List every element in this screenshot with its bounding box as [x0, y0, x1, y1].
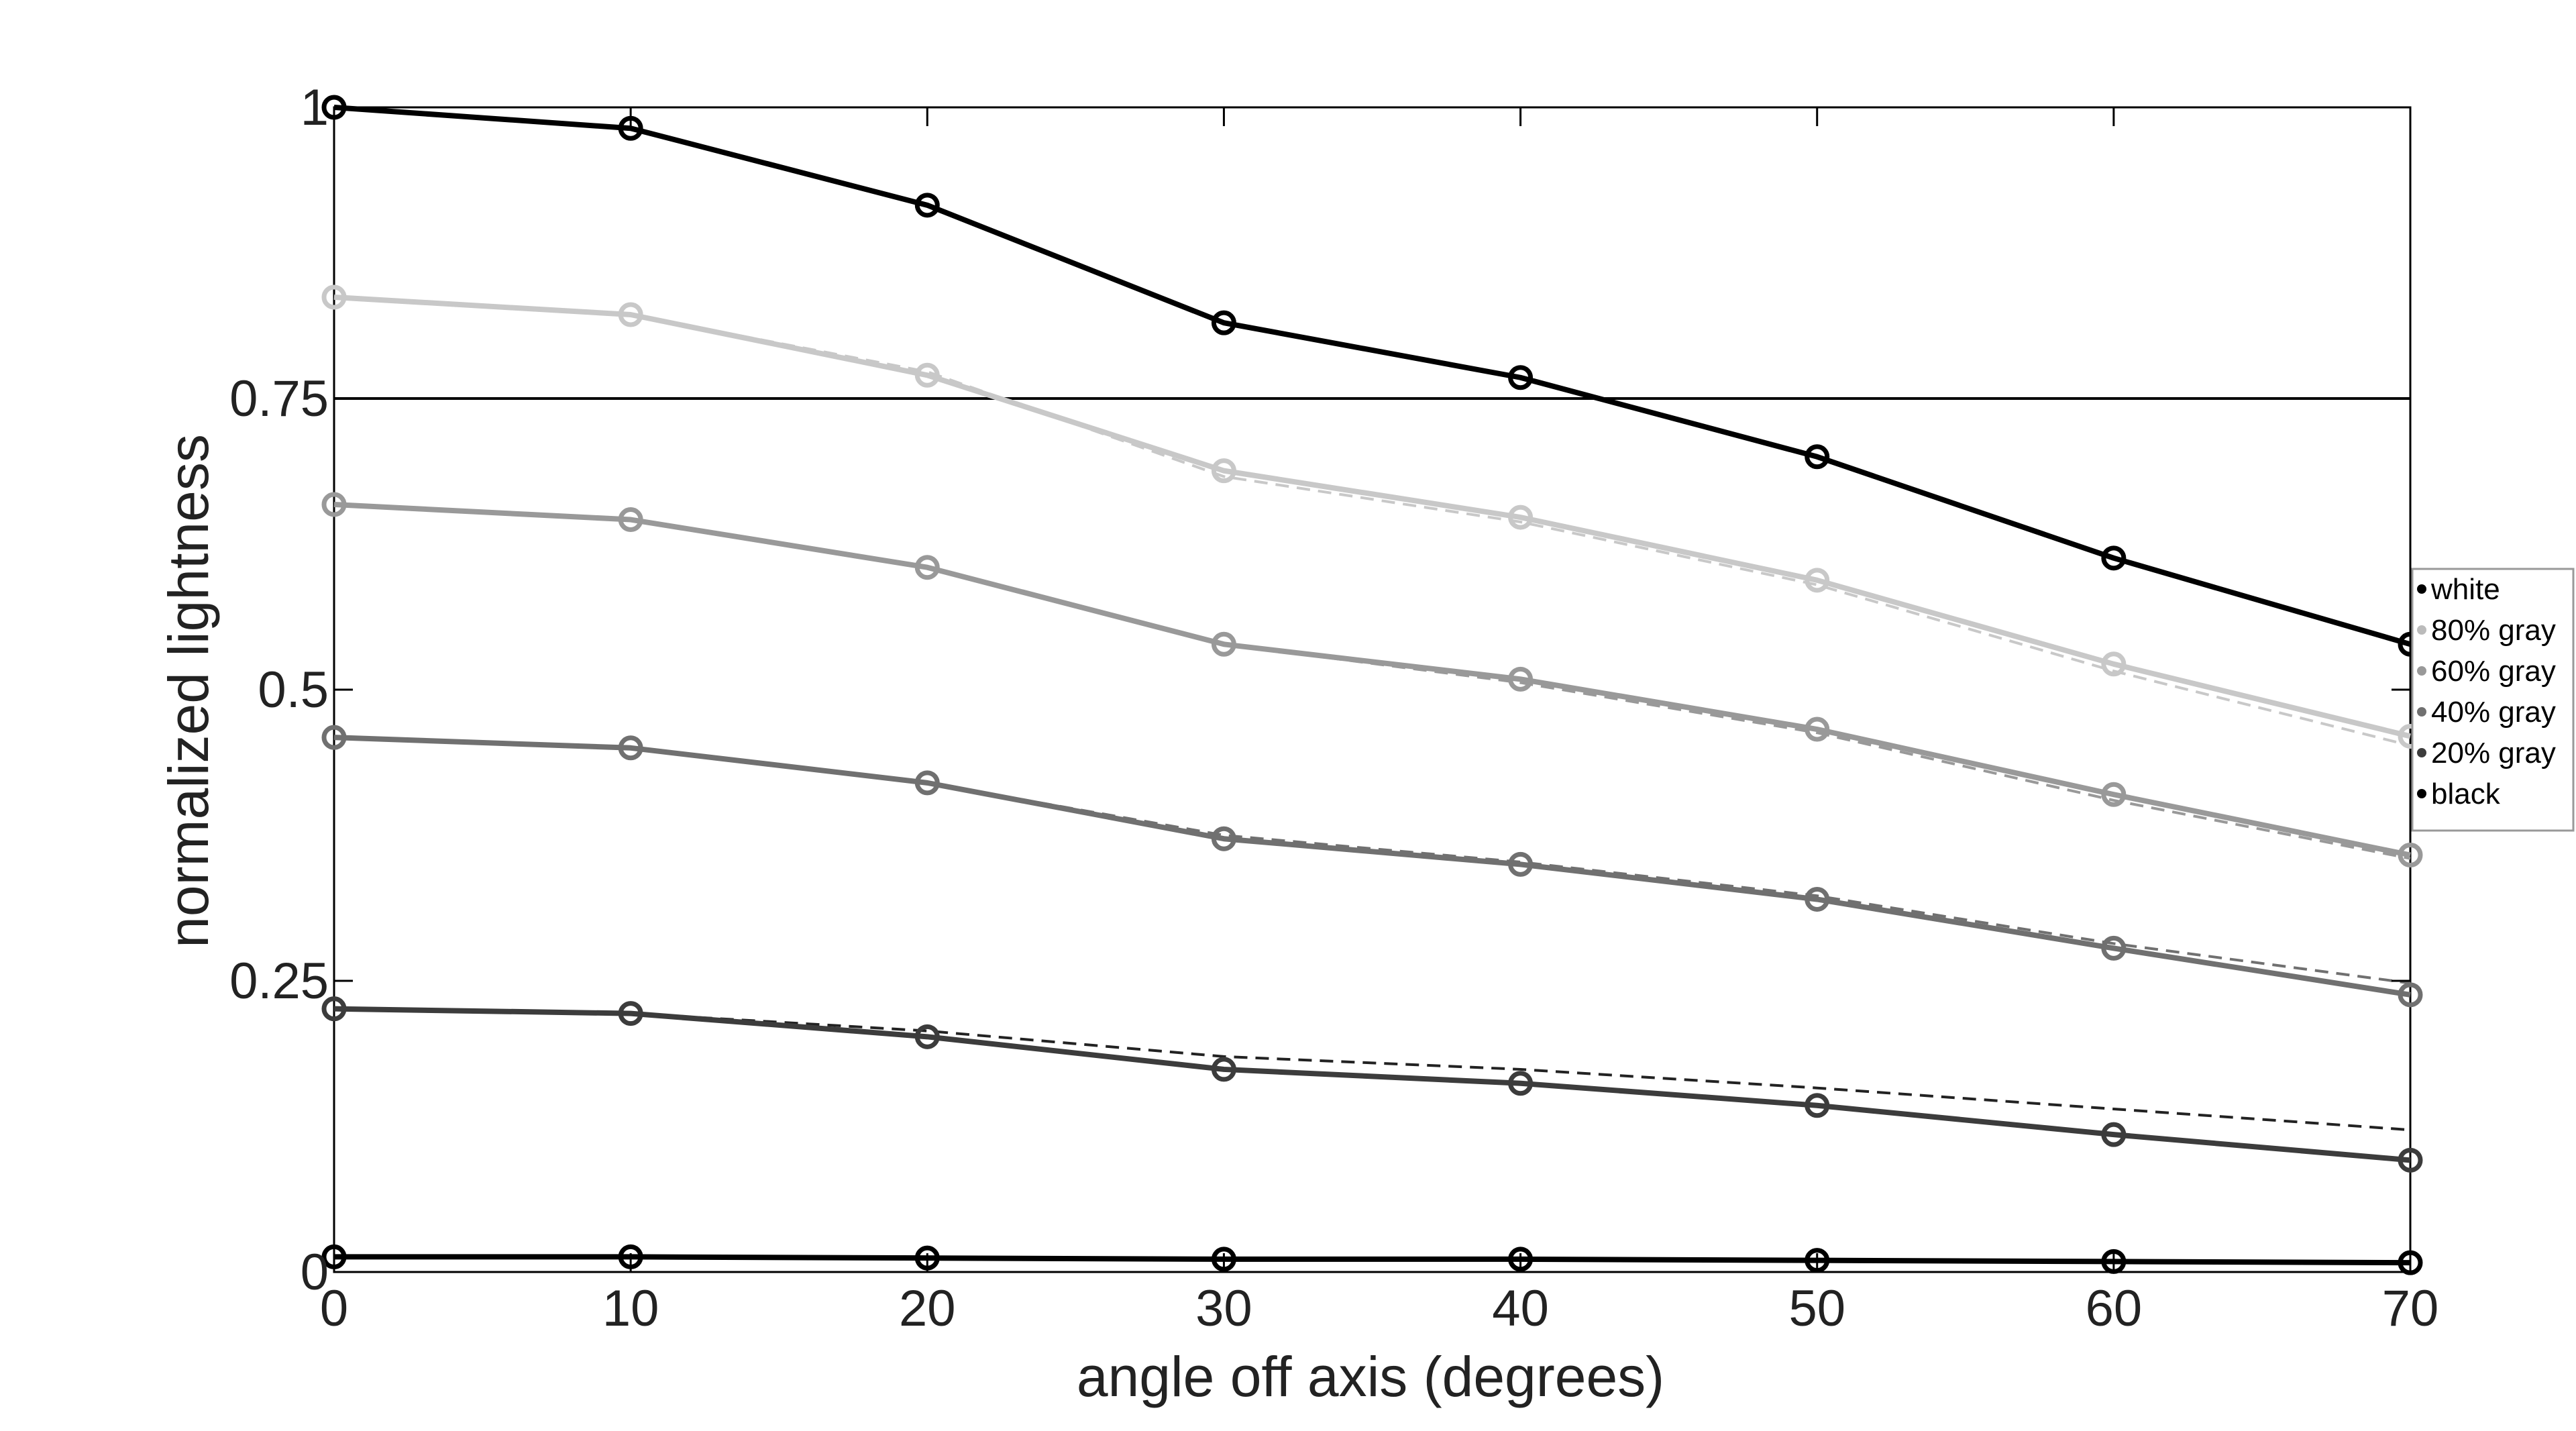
legend-marker-20-gray: [2417, 748, 2426, 757]
data-point-80-gray: [618, 302, 643, 327]
series-line-60-gray: [333, 501, 2411, 858]
plot-border: [333, 106, 2412, 1273]
legend-label-black: black: [2431, 778, 2501, 810]
data-markers: [321, 95, 2423, 1275]
data-point-40-gray: [2101, 935, 2127, 961]
legend-marker-black: [2417, 789, 2426, 798]
data-point-white: [1508, 365, 1534, 390]
data-point-80-gray: [1211, 458, 1236, 484]
series-line-20-gray: [333, 1006, 2411, 1163]
legend-marker-40-gray: [2417, 707, 2426, 717]
axis-ticks: 0 10 20 30 40 50 60 70 0 0.25 0.5 0.75 1: [229, 79, 2438, 1337]
y-tick-label: 0.75: [229, 370, 329, 427]
legend-marker-80-gray: [2417, 625, 2426, 635]
data-point-40-gray: [1211, 826, 1236, 851]
x-tick-label: 40: [1492, 1280, 1549, 1337]
legend-label-40-gray: 40% gray: [2431, 696, 2556, 729]
data-point-60-gray: [1508, 666, 1534, 692]
reference-curves: [333, 295, 2411, 1132]
series-line-white: [333, 105, 2412, 647]
data-point-white: [2101, 545, 2127, 571]
legend-box: [2411, 568, 2575, 832]
x-tick-label: 60: [2086, 1280, 2143, 1337]
data-point-white: [1211, 310, 1236, 335]
data-point-40-gray: [618, 735, 643, 761]
series-line-black: [334, 1254, 2411, 1266]
data-point-20-gray: [914, 1024, 940, 1049]
data-point-white: [914, 193, 940, 218]
reference-curve: [333, 502, 2411, 860]
data-point-60-gray: [914, 555, 940, 580]
data-point-20-gray: [1805, 1093, 1830, 1118]
legend-label-80-gray: 80% gray: [2431, 614, 2556, 647]
data-point-20-gray: [618, 1001, 643, 1026]
y-tick-label: 0.5: [258, 661, 329, 719]
y-tick-label: 1: [301, 79, 329, 136]
data-point-80-gray: [914, 362, 940, 388]
data-point-white: [1805, 444, 1830, 470]
data-point-80-gray: [1508, 505, 1534, 530]
legend-marker-60-gray: [2417, 666, 2426, 676]
y-tick-label: 0.25: [229, 953, 329, 1010]
data-point-60-gray: [321, 492, 347, 517]
series-line-80-gray: [333, 294, 2411, 739]
data-point-40-gray: [1508, 851, 1534, 877]
data-point-80-gray: [321, 284, 347, 310]
y-axis-label: normalized lightness: [157, 434, 220, 948]
x-tick-label: 0: [320, 1280, 348, 1337]
series-line-40-gray: [333, 735, 2411, 998]
data-point-40-gray: [1805, 886, 1830, 912]
x-tick-label: 30: [1195, 1280, 1252, 1337]
data-point-40-gray: [321, 725, 347, 750]
reference-curve: [333, 1007, 2411, 1132]
legend-label-60-gray: 60% gray: [2431, 655, 2556, 688]
data-point-60-gray: [2398, 843, 2423, 868]
legend-label-20-gray: 20% gray: [2431, 737, 2556, 770]
x-tick-label: 10: [602, 1280, 659, 1337]
data-point-20-gray: [1211, 1057, 1236, 1082]
data-point-20-gray: [1508, 1071, 1534, 1096]
data-point-60-gray: [1211, 631, 1236, 657]
data-point-80-gray: [2101, 651, 2127, 677]
data-point-60-gray: [1805, 717, 1830, 742]
legend-label-white: white: [2430, 573, 2500, 606]
legend: white 80% gray 60% gray 40% gray 20% gray bla…: [2411, 568, 2575, 832]
data-point-20-gray: [2398, 1147, 2423, 1173]
data-point-80-gray: [1805, 568, 1830, 593]
data-point-40-gray: [2398, 982, 2423, 1008]
data-point-20-gray: [2101, 1122, 2127, 1147]
x-tick-label: 70: [2382, 1280, 2439, 1337]
data-point-60-gray: [2101, 782, 2127, 807]
data-point-60-gray: [618, 507, 643, 533]
plot-frame: [333, 106, 2412, 1273]
legend-marker-white: [2417, 584, 2426, 594]
data-point-40-gray: [914, 770, 940, 796]
x-tick-label: 50: [1788, 1280, 1845, 1337]
series-lines: [333, 105, 2412, 1266]
x-axis-label: angle off axis (degrees): [1077, 1345, 1664, 1408]
data-point-20-gray: [321, 996, 347, 1022]
y-tick-label: 0: [301, 1244, 329, 1301]
x-tick-label: 20: [899, 1280, 956, 1337]
